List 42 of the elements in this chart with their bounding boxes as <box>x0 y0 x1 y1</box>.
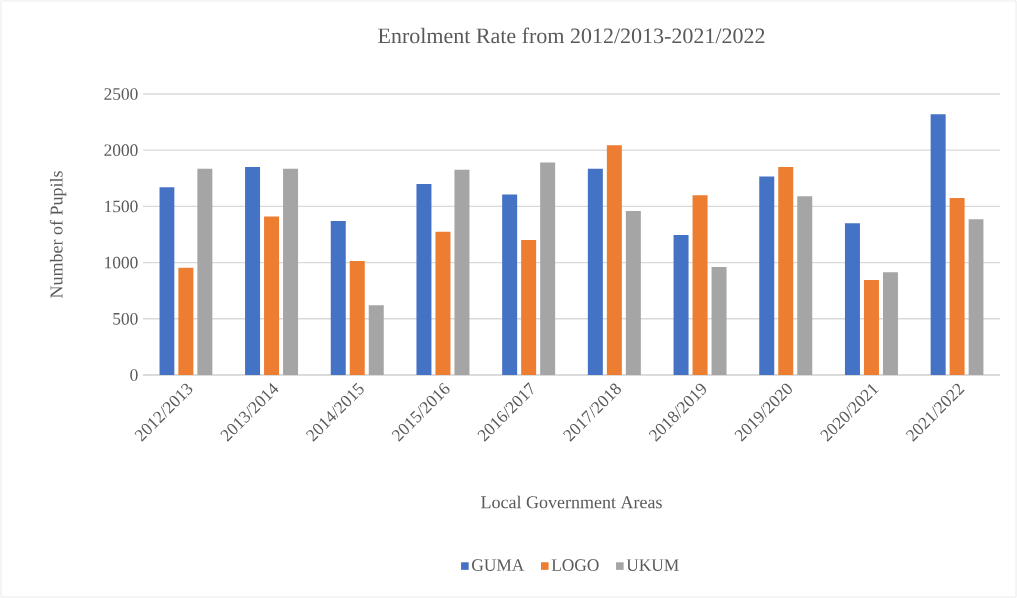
x-axis-title: Local Government Areas <box>481 495 662 509</box>
bar <box>435 231 451 375</box>
bar <box>159 187 175 375</box>
bar <box>587 168 603 375</box>
y-axis-title: Number of Pupils <box>49 171 67 298</box>
y-tick-label: 2500 <box>104 88 138 100</box>
bar <box>625 210 641 375</box>
bar <box>797 196 813 375</box>
bar <box>673 235 689 375</box>
bar <box>245 167 261 375</box>
bar <box>540 162 556 375</box>
y-tick-label: 2000 <box>104 144 138 157</box>
chart-title: Enrolment Rate from 2012/2013-2021/2022 <box>378 27 765 44</box>
bar <box>863 280 879 375</box>
y-tick-label: 500 <box>113 312 138 325</box>
bar <box>454 169 470 375</box>
bar <box>521 240 537 375</box>
y-tick-label: 1500 <box>105 200 138 213</box>
legend-label: UKUM <box>626 559 679 571</box>
bar <box>502 194 518 375</box>
bar <box>759 176 775 375</box>
bar <box>930 114 946 375</box>
bar <box>949 197 965 375</box>
bar <box>197 168 213 375</box>
bar <box>349 260 365 375</box>
y-tick-label: 1000 <box>105 256 138 269</box>
bar <box>844 223 860 375</box>
y-tick-label: 0 <box>130 369 138 381</box>
bar <box>330 221 346 375</box>
bar <box>368 305 384 375</box>
bar <box>711 267 727 375</box>
bar <box>692 195 708 375</box>
bar <box>968 219 984 375</box>
bar <box>264 216 280 375</box>
legend-label: LOGO <box>551 559 599 571</box>
bar <box>416 183 432 375</box>
bar <box>178 267 194 375</box>
bar <box>283 168 299 375</box>
bar <box>882 272 898 375</box>
bar <box>606 145 622 375</box>
legend-label: GUMA <box>472 559 525 571</box>
bar <box>778 167 794 375</box>
